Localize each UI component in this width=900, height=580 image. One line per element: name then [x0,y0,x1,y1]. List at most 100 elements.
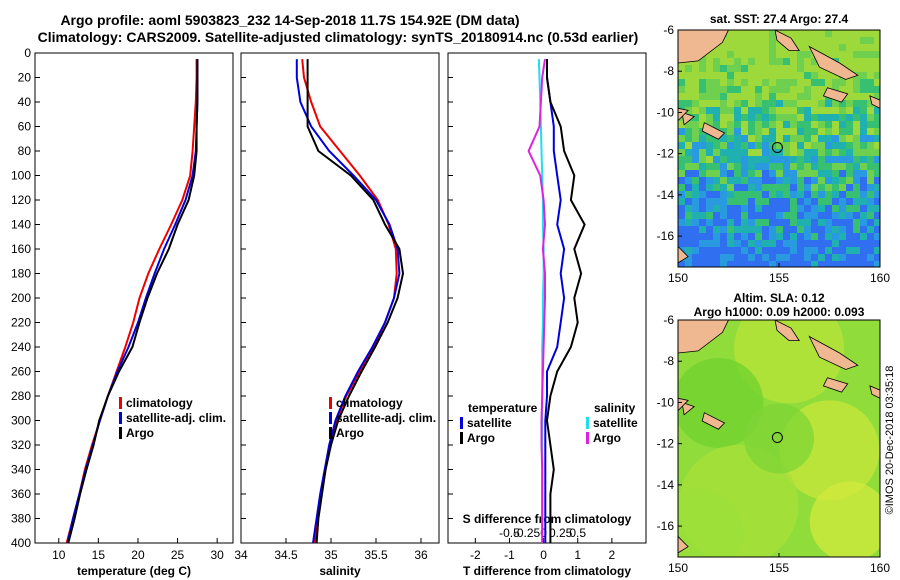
sst-cell [748,233,755,240]
sst-cell [825,233,832,240]
sst-cell [832,184,839,191]
x2-tick-label: -0.25 [513,526,541,540]
sst-cell [846,30,853,37]
sst-cell [741,58,748,65]
sst-cell [755,30,762,37]
x-tick-label: 35 [324,548,338,562]
sst-cell [874,86,880,93]
sst-cell [811,135,818,142]
sst-cell [790,114,797,121]
sst-cell [832,233,839,240]
sst-cell [818,107,825,114]
sst-cell [797,226,804,233]
sst-cell [699,149,706,156]
sst-cell [860,233,867,240]
sst-cell [685,233,692,240]
sst-cell [762,44,769,51]
sst-cell [867,100,874,107]
sst-cell [685,86,692,93]
sst-cell [741,93,748,100]
sst-cell [678,198,685,205]
sst-cell [874,79,880,86]
sst-cell [832,135,839,142]
sst-cell [762,100,769,107]
sst-cell [748,198,755,205]
legend-swatch [119,412,122,424]
sst-cell [678,184,685,191]
sst-cell [706,107,713,114]
x-tick-label: 30 [210,548,224,562]
sst-cell [790,149,797,156]
sst-cell [741,205,748,212]
map-y-tick-label: -12 [657,147,675,161]
sst-cell [727,149,734,156]
sst-cell [832,100,839,107]
sst-cell [713,184,720,191]
sst-cell [692,121,699,128]
sst-cell [762,107,769,114]
sst-cell [846,135,853,142]
sst-cell [853,65,860,72]
legend-swatch [586,417,589,429]
sst-cell [755,184,762,191]
sst-cell [699,114,706,121]
y-tick-label: 80 [18,144,32,158]
sst-cell [804,247,811,254]
sst-cell [769,247,776,254]
temperature-profile: 0 20 40 60 80 100 120 140 160 180 200 220 240 260 280 3… [11,46,234,578]
sst-cell [797,65,804,72]
sst-cell [699,135,706,142]
sst-cell [678,261,685,267]
sst-cell [734,72,741,79]
sst-cell [692,135,699,142]
sst-cell [713,51,720,58]
sst-cell [832,198,839,205]
sst-cell [762,86,769,93]
map-field [678,30,880,267]
sst-cell [846,184,853,191]
sst-cell [755,72,762,79]
sst-cell [720,114,727,121]
sst-cell [776,233,783,240]
sst-cell [692,163,699,170]
sst-cell [846,191,853,198]
sst-cell [713,65,720,72]
sst-cell [706,170,713,177]
y-tick-label: 180 [11,267,31,281]
sst-cell [832,219,839,226]
sst-cell [839,100,846,107]
sst-cell [734,177,741,184]
sst-cell [678,128,685,135]
sst-cell [727,72,734,79]
y-tick-label: 20 [18,71,32,85]
sst-cell [685,93,692,100]
sst-cell [832,156,839,163]
legend-label: climatology [126,396,193,410]
y-tick-label: 140 [11,218,31,232]
sst-cell [734,100,741,107]
sst-cell [727,163,734,170]
sst-cell [720,156,727,163]
sst-cell [776,86,783,93]
sst-cell [818,163,825,170]
sst-cell [874,254,880,261]
sst-cell [706,65,713,72]
sst-cell [699,163,706,170]
sst-cell [762,219,769,226]
sst-cell [832,114,839,121]
sst-cell [685,128,692,135]
sst-cell [769,93,776,100]
sst-cell [832,44,839,51]
sst-cell [811,205,818,212]
sst-cell [839,37,846,44]
sst-cell [839,58,846,65]
sst-cell [685,72,692,79]
sst-cell [713,121,720,128]
sst-cell [797,135,804,142]
sst-cell [804,37,811,44]
sst-cell [692,128,699,135]
sst-cell [818,184,825,191]
sst-cell [762,191,769,198]
sst-cell [727,247,734,254]
sst-cell [804,72,811,79]
